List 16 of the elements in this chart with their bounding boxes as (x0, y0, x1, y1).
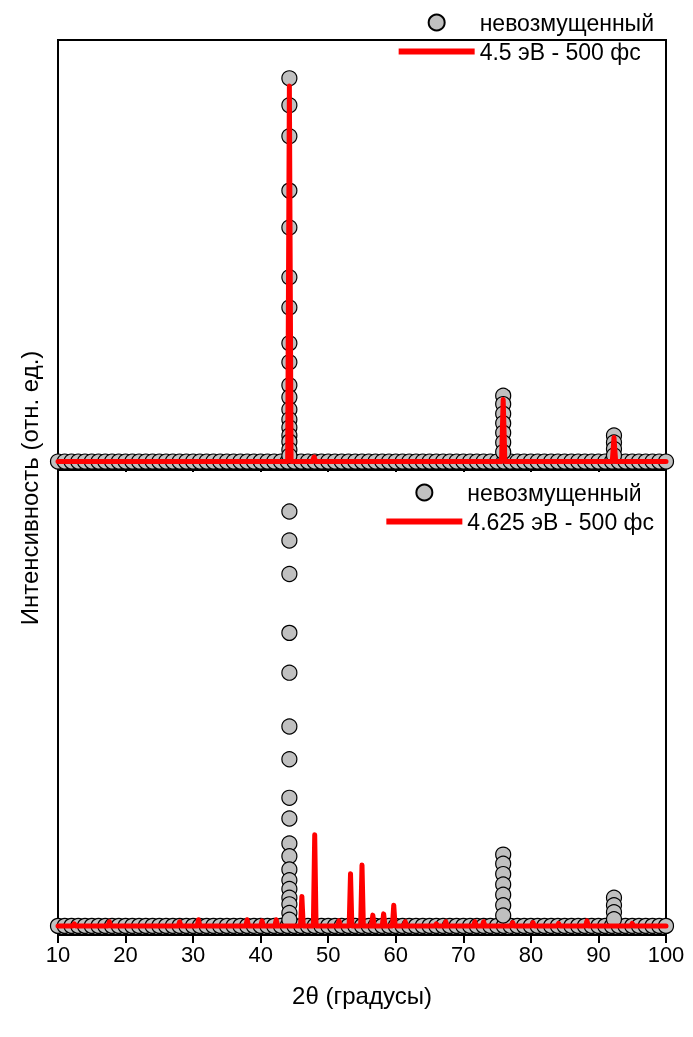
y-axis-title: Интенсивность (отн. ед.) (16, 350, 44, 626)
x-tick-label: 100 (647, 941, 685, 967)
legend-label: невозмущенный (479, 9, 654, 36)
x-tick-label: 20 (113, 941, 138, 967)
x-tick-label: 70 (451, 941, 476, 967)
legend-label: 4.625 эВ - 500 фс (467, 508, 655, 535)
x-tick-label: 10 (45, 941, 71, 967)
x-tick-label: 50 (315, 941, 341, 967)
legend-label: 4.5 эВ - 500 фс (479, 38, 641, 65)
x-axis-title: 2θ (градусы) (292, 981, 432, 1009)
x-tick-label: 40 (248, 941, 273, 967)
x-tick-label: 80 (518, 941, 544, 967)
x-tick-label: 90 (586, 941, 611, 967)
x-tick-label: 60 (383, 941, 409, 967)
legend-label: невозмущенный (467, 479, 642, 506)
x-tick-label: 30 (180, 941, 206, 967)
